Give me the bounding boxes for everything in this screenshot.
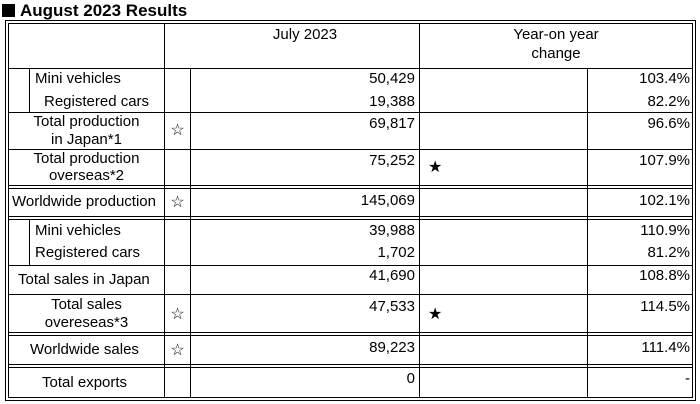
registered-cars-sales-change: 81.2% [647,244,690,261]
worldwide-production-value: 145,069 [360,192,415,209]
total-production-overseas-change: 107.9% [639,152,690,169]
total-sales-overseas-value: 47,533 [369,298,415,315]
registered-cars-production-change: 82.2% [647,93,690,110]
open-star-icon: ☆ [170,306,185,323]
mini-vehicles-sales-value: 39,988 [369,222,415,239]
total-production-japan-change: 96.6% [647,115,690,132]
square-bullet-icon [2,4,15,17]
total-sales-overseas-label-line2: overeseas*3 [44,314,129,331]
total-sales-overseas-label-line1: Total sales [51,296,122,313]
total-exports-value: 0 [406,370,415,387]
worldwide-production-change: 102.1% [639,192,690,209]
worldwide-sales-value: 89,223 [369,339,415,356]
total-production-overseas-value: 75,252 [369,152,415,169]
mini-vehicles-production-label: Mini vehicles [35,70,121,87]
header-change-line2: change [531,45,581,62]
total-sales-japan-change: 108.8% [639,267,690,284]
mini-vehicles-production-value: 50,429 [369,70,415,87]
total-sales-overseas-change: 114.5% [640,298,690,315]
header-change-line1: Year-on year [513,26,599,43]
page-title-text: August 2023 Results [20,1,188,20]
total-sales-japan-label: Total sales in Japan [18,271,150,288]
worldwide-sales-change: 111.4% [641,339,690,356]
total-production-japan-label-line2: in Japan*1 [51,131,122,148]
registered-cars-sales-label: Registered cars [35,244,141,261]
worldwide-production-label: Worldwide production [12,193,156,210]
open-star-icon: ☆ [170,122,185,139]
total-exports-change: - [685,370,690,387]
page-title: August 2023 Results [2,0,187,22]
total-production-japan-value: 69,817 [369,115,415,132]
registered-cars-production-value: 19,388 [369,93,415,110]
total-sales-japan-value: 41,690 [369,267,415,284]
filled-star-icon: ★ [428,306,443,323]
open-star-icon: ☆ [170,342,185,359]
registered-cars-production-label: Registered cars [44,93,150,110]
registered-cars-sales-value: 1,702 [377,244,415,261]
filled-star-icon: ★ [428,159,443,176]
header-month: July 2023 [272,26,338,43]
total-exports-label: Total exports [42,374,128,391]
total-production-overseas-label-line1: Total production [33,150,140,167]
mini-vehicles-sales-change: 110.9% [640,222,690,239]
open-star-icon: ☆ [170,194,185,211]
total-production-japan-label-line1: Total production [33,113,140,130]
mini-vehicles-sales-label: Mini vehicles [35,222,121,239]
worldwide-sales-label: Worldwide sales [30,341,139,358]
mini-vehicles-production-change: 103.4% [639,70,690,87]
total-production-overseas-label-line2: overseas*2 [48,167,125,184]
